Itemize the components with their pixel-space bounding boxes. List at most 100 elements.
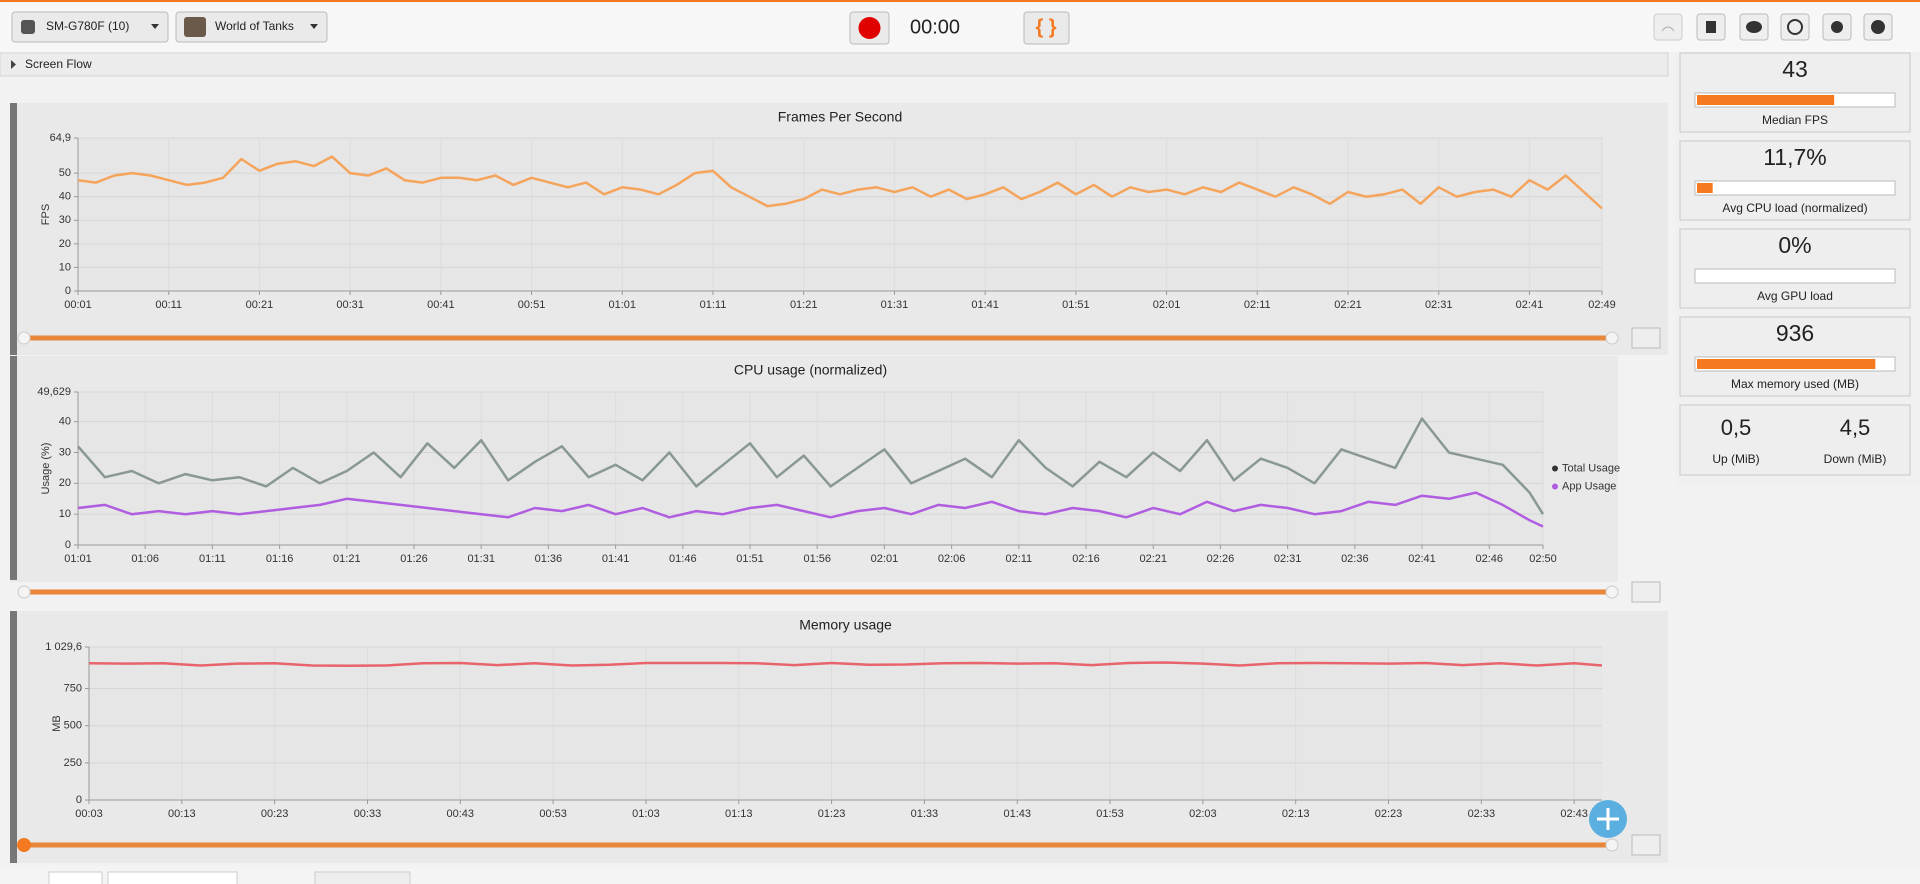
x-tick-label: 01:01 (64, 553, 92, 565)
y-tick-label: 30 (59, 214, 71, 226)
app-icon (184, 17, 206, 37)
clock-icon (1787, 19, 1803, 35)
lock-button[interactable] (1631, 581, 1661, 603)
slider-knob[interactable] (17, 585, 31, 599)
dropdown-arrow (151, 24, 159, 29)
wifi-icon (1661, 26, 1675, 32)
series-line (88, 661, 1603, 668)
y-tick-label: 1 029,6 (45, 641, 82, 653)
history-button[interactable] (1780, 13, 1810, 41)
x-tick-label: 02:50 (1529, 553, 1557, 565)
plus-icon (1597, 808, 1619, 830)
slider-knob[interactable] (1605, 838, 1619, 852)
x-tick-label: 02:13 (1282, 808, 1310, 820)
network-box (1679, 404, 1911, 476)
y-axis-label: Usage (%) (40, 443, 52, 495)
x-tick-label: 00:23 (261, 808, 289, 820)
x-tick-label: 01:13 (725, 808, 753, 820)
down-value: 4,5 (1840, 415, 1871, 440)
x-tick-label: 01:46 (669, 553, 697, 565)
y-tick-label: 30 (59, 446, 71, 458)
x-tick-label: 02:31 (1274, 553, 1302, 565)
y-tick-label: 0 (65, 285, 71, 297)
lock-button[interactable] (1631, 834, 1661, 856)
y-tick-label: 40 (59, 191, 71, 203)
stat-bar (1697, 183, 1713, 193)
help-icon (1871, 20, 1885, 34)
y-tick-label: 10 (59, 508, 71, 520)
x-tick-label: 01:06 (131, 553, 159, 565)
up-label: Up (MiB) (1712, 452, 1759, 466)
legend-label: App Usage (1562, 480, 1616, 492)
gear-icon (1831, 21, 1843, 33)
record-icon (858, 17, 881, 39)
timer: 00:00 (910, 16, 960, 38)
stat-label: Avg CPU load (normalized) (1722, 201, 1867, 215)
app-dropdown[interactable]: World of Tanks (175, 11, 328, 43)
level-dropdown[interactable] (314, 871, 411, 884)
x-tick-label: 02:01 (871, 553, 899, 565)
y-axis-label: FPS (40, 204, 52, 225)
stat-label: Max memory used (MB) (1731, 377, 1859, 391)
series-line (77, 491, 1544, 528)
filter-input[interactable] (48, 871, 103, 884)
expand-icon (11, 60, 16, 69)
chart-title: Frames Per Second (778, 109, 903, 125)
stat-bar-track (1694, 180, 1896, 196)
x-tick-label: 02:16 (1072, 553, 1100, 565)
device-dropdown[interactable]: SM-G780F (10) (11, 11, 169, 43)
screen-flow-label: Screen Flow (25, 57, 92, 71)
dropdown-arrow (310, 24, 318, 29)
search-input[interactable] (107, 871, 238, 884)
x-tick-label: 02:11 (1244, 299, 1271, 311)
dropdown-box[interactable] (175, 11, 328, 43)
log-filter-bar (0, 866, 1920, 884)
x-tick-label: 02:03 (1189, 808, 1217, 820)
json-button[interactable] (1023, 11, 1070, 45)
up-value: 0,5 (1721, 415, 1752, 440)
app-name: World of Tanks (215, 19, 294, 33)
legend-marker (1552, 465, 1558, 472)
slider-knob[interactable] (17, 838, 31, 852)
x-tick-label: 01:51 (1062, 299, 1090, 311)
y-tick-label: 0 (65, 539, 71, 551)
x-tick-label: 00:21 (246, 299, 274, 311)
x-tick-label: 02:49 (1588, 299, 1616, 311)
y-tick-label: 20 (59, 477, 71, 489)
dropdown-box[interactable] (11, 11, 169, 43)
chart-title: CPU usage (normalized) (734, 362, 887, 378)
plot-area (78, 392, 1543, 545)
x-tick-label: 01:21 (790, 299, 818, 311)
sliders (17, 327, 1661, 856)
x-tick-label: 00:31 (336, 299, 364, 311)
y-tick-label: 0 (76, 794, 82, 806)
x-tick-label: 02:11 (1005, 553, 1032, 565)
y-tick-label: 10 (59, 261, 71, 273)
x-tick-label: 01:11 (199, 553, 226, 565)
stat-bar-track (1694, 268, 1896, 284)
device-name: SM-G780F (10) (46, 19, 129, 33)
x-tick-label: 02:21 (1334, 299, 1362, 311)
stat-label: Median FPS (1762, 113, 1828, 127)
slider-knob[interactable] (17, 331, 31, 345)
x-tick-label: 02:06 (938, 553, 966, 565)
x-tick-label: 00:51 (518, 299, 546, 311)
screen-flow-bar[interactable] (0, 52, 1669, 77)
y-axis-label: MB (51, 715, 63, 732)
x-tick-label: 01:33 (911, 808, 939, 820)
lock-button[interactable] (1631, 327, 1661, 349)
toolbar-icons (1653, 13, 1893, 41)
x-tick-label: 02:36 (1341, 553, 1369, 565)
stat-value: 11,7% (1763, 144, 1827, 170)
trash-icon (1706, 21, 1716, 33)
slider-knob[interactable] (1605, 331, 1619, 345)
stat-bar (1697, 95, 1835, 105)
slider-knob[interactable] (1605, 585, 1619, 599)
stat-bar (1697, 359, 1876, 369)
x-tick-label: 02:31 (1425, 299, 1453, 311)
x-tick-label: 01:21 (333, 553, 361, 565)
y-tick-label: 40 (59, 416, 71, 428)
plot-area (89, 647, 1602, 800)
